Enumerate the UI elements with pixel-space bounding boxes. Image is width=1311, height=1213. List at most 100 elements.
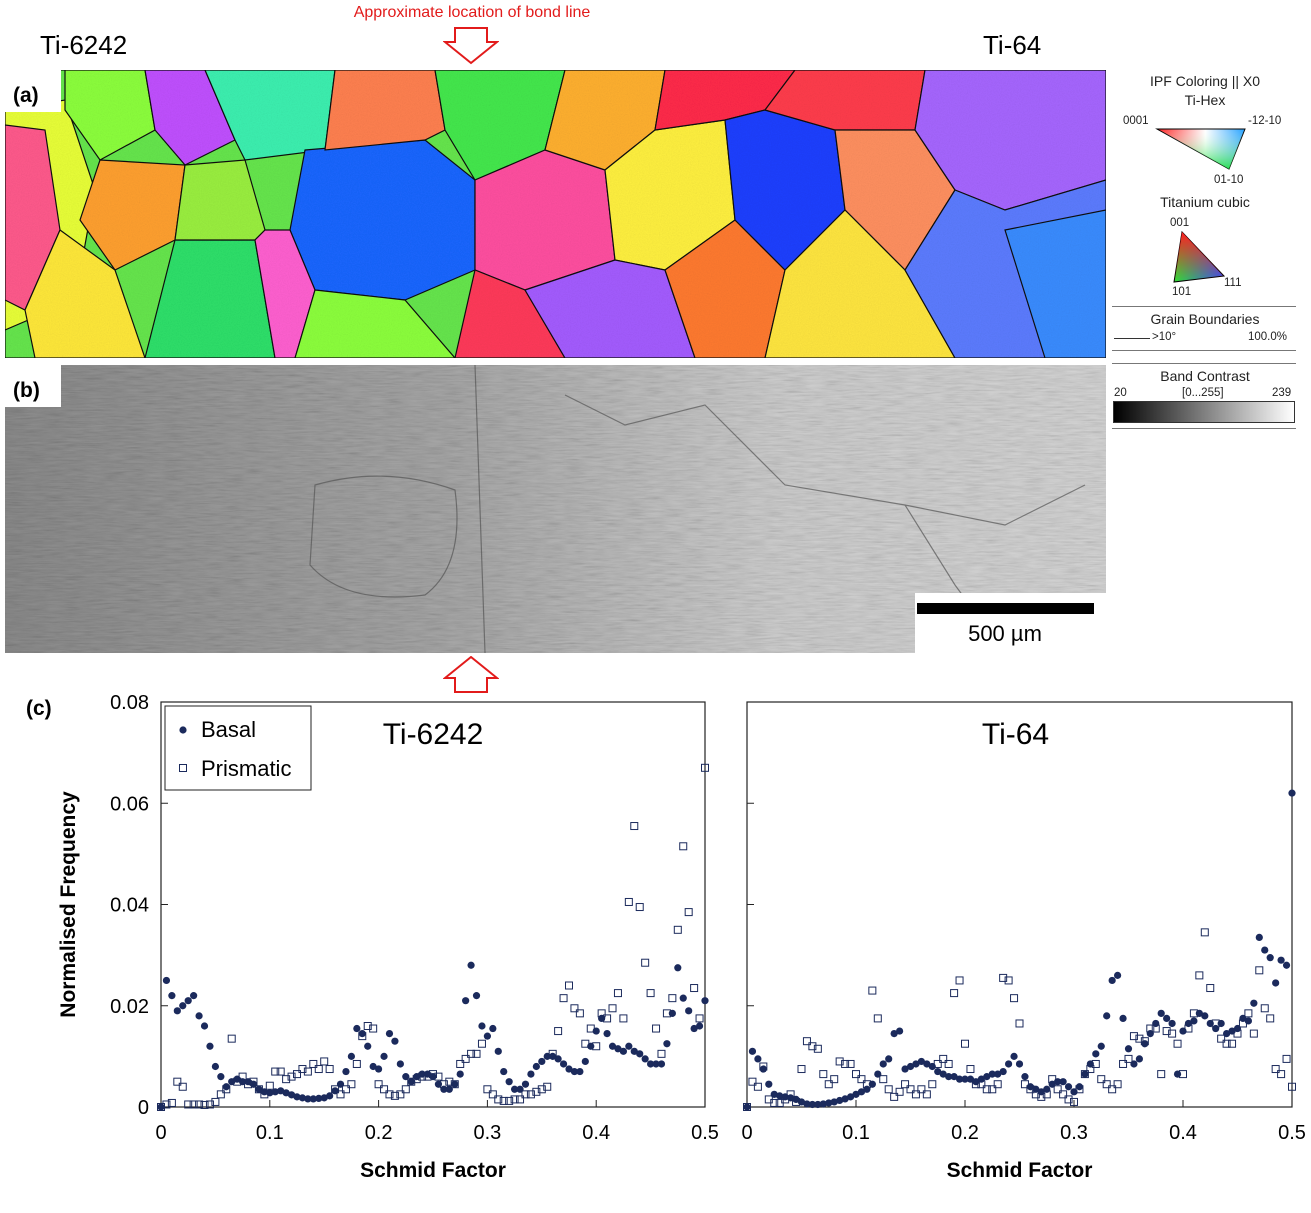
basal-point [1255, 933, 1263, 942]
basal-point [249, 1080, 258, 1088]
prismatic-point [543, 1082, 552, 1091]
basal-point [743, 1103, 751, 1111]
x-axis-label: Schmid Factor [947, 1159, 1093, 1182]
basal-point [608, 1042, 617, 1050]
prismatic-point [1282, 1054, 1291, 1063]
band-contrast-title: Band Contrast [1160, 368, 1250, 384]
legend-prismatic-marker [179, 764, 187, 772]
basal-point [885, 1055, 893, 1063]
prismatic-point [439, 1080, 448, 1089]
panel-c-label: (c) [26, 697, 52, 720]
basal-point [945, 1073, 953, 1081]
y-tick-label: 0.08 [110, 692, 149, 714]
basal-point [1124, 1045, 1133, 1053]
basal-point [879, 1060, 887, 1068]
basal-point [527, 1070, 535, 1078]
basal-point [445, 1085, 453, 1093]
prismatic-point [282, 1075, 291, 1084]
basal-point [277, 1087, 285, 1095]
prismatic-point [173, 1077, 182, 1086]
basal-point [1119, 1014, 1127, 1023]
prismatic-point [928, 1080, 937, 1089]
prismatic-point [461, 1054, 470, 1063]
basal-point [500, 1067, 508, 1076]
prismatic-point [423, 1072, 432, 1081]
basal-point [342, 1067, 350, 1076]
basal-point [157, 1103, 165, 1111]
basal-point [581, 1057, 589, 1066]
y-tick-label: 0.02 [110, 996, 149, 1018]
prismatic-point [1168, 1029, 1177, 1038]
y-tick-label: 0.06 [110, 793, 149, 815]
prismatic-point [1086, 1065, 1095, 1074]
prismatic-point [939, 1054, 948, 1063]
prismatic-point [374, 1080, 383, 1089]
basal-point [429, 1073, 437, 1081]
basal-point [1015, 1060, 1024, 1068]
prismatic-point [532, 1087, 541, 1096]
prismatic-point [841, 1059, 850, 1068]
basal-point [641, 1055, 649, 1063]
basal-point [190, 992, 198, 1000]
basal-point [1201, 1012, 1209, 1020]
prismatic-point [1260, 1004, 1269, 1013]
prismatic-point [1048, 1075, 1057, 1084]
prismatic-point [993, 1080, 1002, 1089]
basal-point [353, 1024, 361, 1033]
basal-point [868, 1080, 876, 1088]
prismatic-point [494, 1095, 503, 1104]
prismatic-point [195, 1100, 204, 1109]
basal-point [217, 1073, 225, 1081]
chart-title: Ti-64 [982, 718, 1049, 751]
legend-basal-marker [179, 726, 187, 734]
prismatic-point [802, 1037, 811, 1046]
basal-point [1043, 1085, 1051, 1093]
grain-boundary-percent: 100.0% [1248, 331, 1288, 343]
prismatic-point [873, 1014, 882, 1023]
prismatic-point [884, 1085, 893, 1094]
prismatic-point [1244, 1009, 1253, 1018]
scale-bar [917, 603, 1094, 614]
prismatic-point [955, 976, 964, 985]
prismatic-point [770, 1098, 779, 1107]
prismatic-point [1010, 994, 1019, 1003]
prismatic-point [879, 1075, 888, 1084]
prismatic-point [1015, 1019, 1024, 1028]
prismatic-point [652, 1024, 661, 1033]
prismatic-point [786, 1090, 795, 1099]
prismatic-point [303, 1067, 312, 1076]
prismatic-point [1222, 1039, 1231, 1048]
basal-point [690, 1024, 698, 1033]
basal-point [179, 1002, 187, 1010]
basal-point [701, 997, 709, 1005]
hex-corner-01-10: 01-10 [1214, 174, 1244, 186]
cubic-corner-101: 101 [1172, 286, 1192, 298]
basal-point [841, 1095, 849, 1103]
bond-line-arrow-down-icon [443, 27, 499, 65]
prismatic-point [363, 1022, 372, 1030]
panel-b-label: (b) [5, 377, 46, 407]
band-contrast-min: 20 [1114, 387, 1127, 399]
prismatic-point [1059, 1090, 1068, 1099]
prismatic-point [178, 1082, 187, 1091]
basal-point [857, 1088, 866, 1096]
basal-point [489, 1024, 497, 1033]
x-tick-label: 0 [741, 1122, 752, 1144]
prismatic-point [554, 1027, 563, 1036]
band-contrast-max: 239 [1272, 387, 1292, 399]
basal-point [625, 1042, 633, 1050]
y-tick-label: 0.04 [110, 895, 149, 917]
prismatic-point [635, 903, 644, 912]
prismatic-point [1124, 1054, 1133, 1063]
basal-point [396, 1060, 404, 1068]
prismatic-point [516, 1095, 525, 1104]
prismatic-point [890, 1092, 899, 1101]
prismatic-point [521, 1090, 530, 1099]
prismatic-point [1064, 1095, 1073, 1104]
prismatic-point [1026, 1085, 1035, 1094]
prismatic-point [759, 1062, 768, 1071]
basal-point [391, 1037, 399, 1045]
prismatic-point [499, 1096, 508, 1105]
basal-point [200, 1022, 209, 1030]
prismatic-point [358, 1032, 367, 1041]
